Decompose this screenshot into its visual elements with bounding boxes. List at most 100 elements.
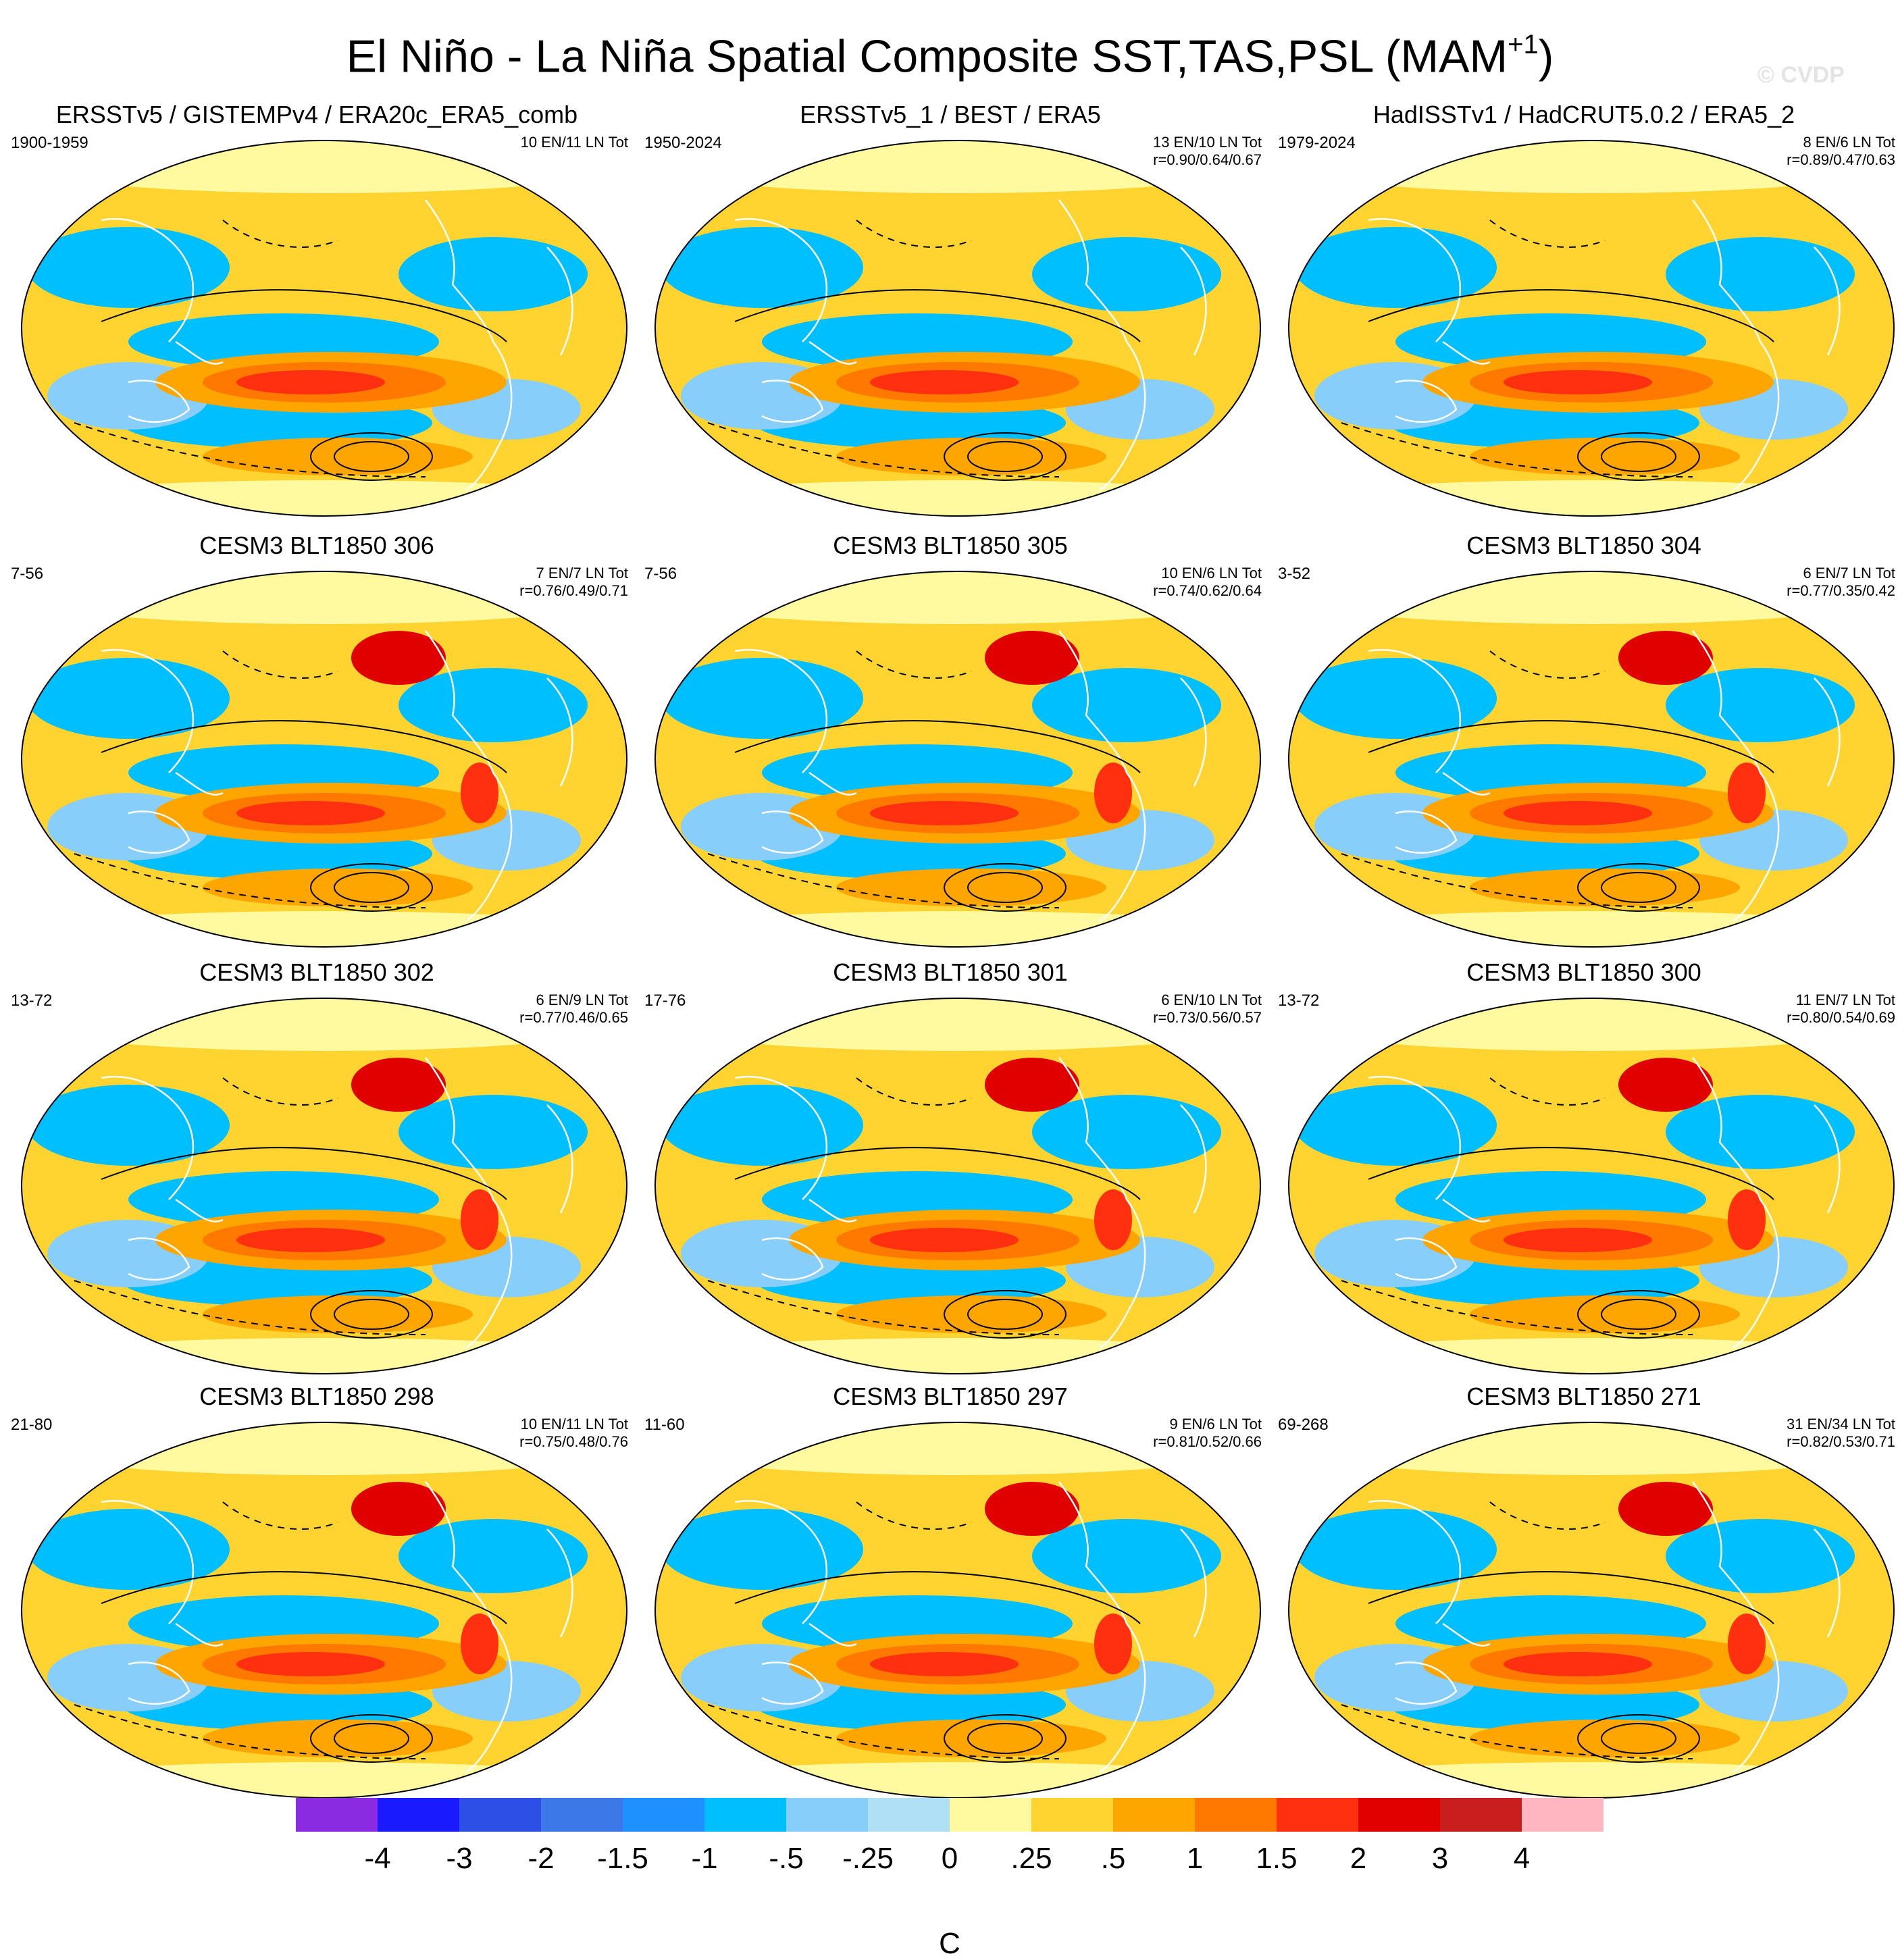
composite-map <box>1288 571 1895 948</box>
land-outline <box>761 1661 824 1705</box>
event-counts: 10 EN/11 LN Tot <box>520 1416 628 1433</box>
panel-years: 1900-1959 <box>11 134 88 152</box>
land-outline <box>424 630 494 773</box>
slp-contour <box>334 872 409 903</box>
polar-anomaly-north <box>1294 140 1889 193</box>
composite-map <box>654 140 1261 517</box>
panel-stats: 7 EN/7 LN Tot r=0.76/0.49/0.71 <box>519 565 628 600</box>
panel-years: 21-80 <box>11 1416 53 1434</box>
panel-title: ERSSTv5_1 / BEST / ERA5 <box>800 101 1101 128</box>
map-panel: CESM3 BLT1850 271 69-268 31 EN/34 LN Tot r=… <box>1267 1382 1900 1814</box>
colorbar-tick-label: .5 <box>1101 1842 1126 1875</box>
warm-anomaly-land-tropics <box>461 763 498 823</box>
cool-anomaly-west <box>1294 227 1497 308</box>
colorbar: -4 -3 -2 -1.5 -1 -.5 -.25 0 .25 .5 1 1.5 2 3 4 <box>296 1798 1603 1875</box>
warm-anomaly-land-tropics <box>461 1614 498 1674</box>
slp-contour <box>1601 1723 1676 1754</box>
map-border <box>21 140 627 517</box>
composite-map <box>21 571 627 948</box>
cool-anomaly-north-atlantic <box>1032 237 1221 311</box>
warm-tongue-core <box>1504 1652 1652 1676</box>
panel-stats: 31 EN/34 LN Tot r=0.82/0.53/0.71 <box>1787 1416 1895 1451</box>
event-counts: 13 EN/10 LN Tot <box>1152 134 1262 151</box>
slp-contour <box>967 1723 1043 1754</box>
cool-anomaly-west <box>661 658 863 739</box>
land-outline <box>808 1198 857 1222</box>
cool-anomaly-north-atlantic <box>1666 668 1855 742</box>
slp-contour-negative <box>707 422 1060 478</box>
land-outline <box>424 1057 494 1200</box>
land-outline <box>465 341 513 492</box>
panel-title: HadISSTv1 / HadCRUT5.0.2 / ERA5_2 <box>1372 101 1795 128</box>
warm-tongue-core <box>236 370 385 394</box>
polar-anomaly-north <box>27 140 621 193</box>
colorbar-tick-label: -.25 <box>842 1842 894 1875</box>
panel-stats: 10 EN/11 LN Tot r=0.75/0.48/0.76 <box>519 1416 628 1451</box>
polar-anomaly-north <box>661 140 1255 193</box>
cool-anomaly-west <box>27 658 230 739</box>
slp-contour <box>944 863 1067 912</box>
slp-contour <box>1601 872 1676 903</box>
land-outline <box>424 1481 494 1624</box>
warm-anomaly-southern-band <box>836 869 1106 906</box>
land-outline <box>761 810 824 854</box>
cool-anomaly-west <box>1294 658 1497 739</box>
polar-anomaly-south <box>27 1762 621 1798</box>
panel-title: CESM3 BLT1850 301 <box>833 958 1068 986</box>
land-outline <box>1368 1075 1462 1200</box>
warm-anomaly-southern-band <box>203 438 473 475</box>
warm-anomaly-southern-band <box>836 1295 1106 1333</box>
slp-contour <box>1368 1571 1774 1624</box>
event-counts: 6 EN/10 LN Tot <box>1161 991 1262 1008</box>
land-outline <box>101 1075 195 1200</box>
cool-anomaly-west <box>661 1509 863 1590</box>
event-counts: 8 EN/6 LN Tot <box>1803 134 1895 151</box>
colorbar-swatch <box>1277 1798 1358 1832</box>
composite-map <box>654 1422 1261 1799</box>
slp-contour-negative <box>856 1501 972 1530</box>
land-outline <box>175 340 224 365</box>
colorbar-swatch <box>786 1798 868 1832</box>
warm-anomaly-land-tropics <box>1728 763 1766 823</box>
colorbar-swatch <box>1358 1798 1440 1832</box>
land-outline <box>1180 1528 1207 1638</box>
land-outline <box>465 772 513 923</box>
polar-anomaly-north <box>661 571 1255 624</box>
slp-contour-negative <box>1489 1077 1606 1106</box>
land-outline <box>1732 772 1780 923</box>
land-outline <box>1814 247 1841 356</box>
slp-contour <box>334 441 409 472</box>
land-outline <box>1395 810 1458 854</box>
land-outline <box>465 1199 513 1349</box>
map-panel: CESM3 BLT1850 300 13-72 11 EN/7 LN Tot r=0.… <box>1267 958 1900 1390</box>
slp-contour-negative <box>1489 1501 1606 1530</box>
map-border <box>21 571 627 948</box>
cvdp-watermark: © CVDP <box>1757 62 1845 88</box>
warm-anomaly-land-north <box>1618 1058 1713 1112</box>
slp-contour-negative <box>74 1280 426 1335</box>
warm-tongue-core <box>1504 801 1652 825</box>
pattern-correlation: r=0.77/0.46/0.65 <box>519 1009 628 1026</box>
polar-anomaly-south <box>661 480 1255 516</box>
panel-title: CESM3 BLT1850 306 <box>199 532 434 559</box>
pattern-correlation: r=0.76/0.49/0.71 <box>519 582 628 599</box>
colorbar-tick-label: 2 <box>1350 1842 1366 1875</box>
cool-anomaly-north-atlantic <box>1666 1519 1855 1593</box>
warm-anomaly-southern-band <box>1470 438 1740 475</box>
polar-anomaly-south <box>27 911 621 947</box>
panel-title: CESM3 BLT1850 300 <box>1466 958 1701 986</box>
land-outline <box>1058 199 1128 342</box>
map-panel: CESM3 BLT1850 304 3-52 6 EN/7 LN Tot r=0.77… <box>1267 531 1900 963</box>
pattern-correlation: r=0.74/0.62/0.64 <box>1153 582 1262 599</box>
colorbar-tick-label: 1.5 <box>1256 1842 1297 1875</box>
land-outline <box>1058 630 1128 773</box>
slp-contour-negative <box>1341 1704 1693 1759</box>
land-outline <box>1691 1481 1762 1624</box>
land-outline <box>761 380 824 423</box>
slp-contour <box>734 1147 1141 1200</box>
colorbar-swatch <box>296 1798 378 1832</box>
land-outline <box>1180 1104 1207 1214</box>
polar-anomaly-south <box>1294 1762 1889 1798</box>
warm-anomaly-southern-band <box>203 869 473 906</box>
slp-contour <box>334 1299 409 1330</box>
